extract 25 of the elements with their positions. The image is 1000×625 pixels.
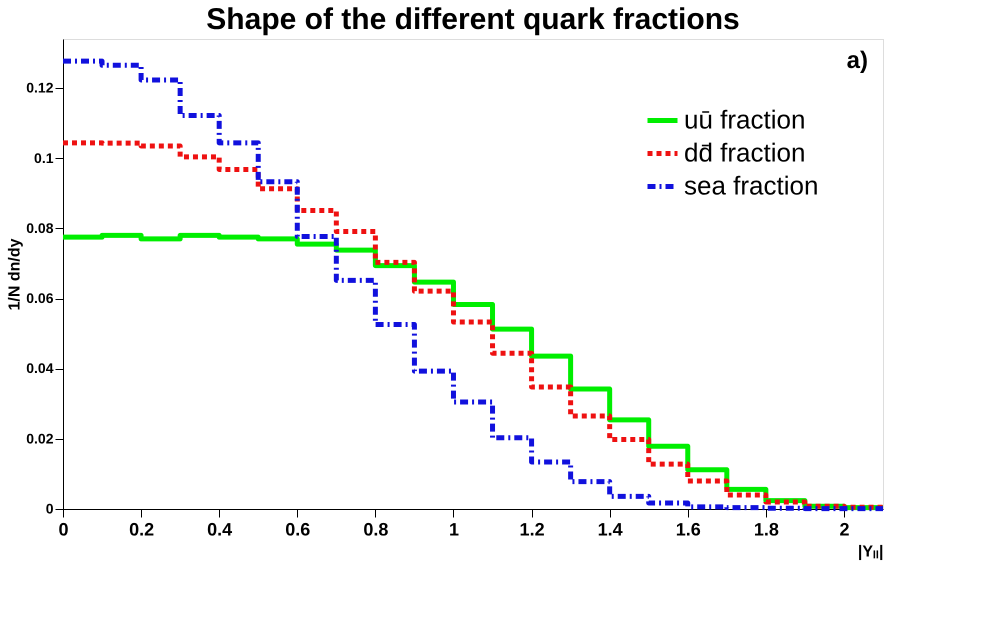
- legend-label: dd̄ fraction: [684, 138, 806, 168]
- y-tick-label: 0.06: [26, 290, 54, 306]
- x-tick-label: 0.8: [363, 520, 388, 540]
- x-tick-label: 1: [448, 520, 459, 540]
- legend-label: sea fraction: [684, 170, 818, 200]
- legend-label: uū fraction: [684, 104, 806, 134]
- y-tick-label: 0: [46, 500, 54, 516]
- x-tick-label: 0.6: [285, 520, 310, 540]
- y-tick-label: 0.12: [26, 80, 54, 96]
- x-tick-label: 1.4: [598, 520, 623, 540]
- x-axis-title: |Yₗₗ|: [858, 544, 884, 560]
- y-axis-title: 1/N dn/dy: [6, 238, 24, 311]
- x-tick-label: 1.8: [754, 520, 779, 540]
- y-tick-label: 0.02: [26, 430, 54, 446]
- y-tick-label: 0.04: [26, 360, 54, 376]
- x-tick-label: 1.2: [520, 520, 545, 540]
- x-tick-label: 0.2: [129, 520, 154, 540]
- x-tick-label: 0: [58, 520, 69, 540]
- annotation: a): [846, 47, 868, 74]
- x-tick-label: 0.4: [207, 520, 232, 540]
- x-tick-label: 2: [839, 520, 850, 540]
- chart-title: Shape of the different quark fractions: [206, 3, 740, 36]
- x-tick-label: 1.6: [676, 520, 701, 540]
- y-tick-label: 0.08: [26, 220, 54, 236]
- y-tick-label: 0.1: [34, 150, 54, 166]
